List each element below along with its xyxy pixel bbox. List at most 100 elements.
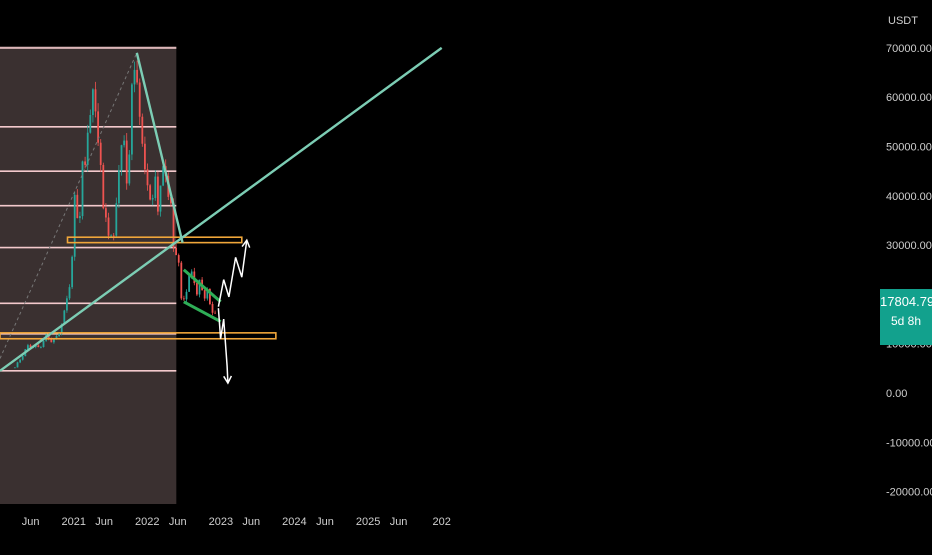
candle-body (151, 198, 154, 200)
y-tick-label: 0.00 (886, 388, 907, 400)
candle-body (183, 298, 185, 300)
candle-body (76, 194, 79, 219)
candle-body (144, 143, 146, 170)
candle-body (112, 235, 115, 237)
candle-body (55, 335, 58, 339)
y-tick-label: -10000.00 (886, 437, 932, 449)
last-price-value: 17804.79 (880, 294, 932, 309)
candle-body (94, 89, 97, 112)
candle-body (42, 340, 45, 347)
candle-body (14, 367, 16, 369)
channel-line (182, 268, 222, 303)
x-tick-label: Jun (316, 516, 334, 528)
candle-body (84, 161, 87, 165)
x-tick-label: 2021 (62, 516, 86, 528)
candle-body (136, 69, 139, 83)
trendline (135, 52, 184, 243)
y-tick-label: -20000.00 (886, 487, 932, 499)
candle-body (89, 115, 92, 133)
candle-body (190, 271, 193, 276)
candle-body (99, 142, 102, 165)
x-tick-label: 202 (433, 516, 451, 528)
last-price-badge: 17804.79 5d 8h (880, 289, 932, 345)
candle-body (58, 333, 61, 336)
x-tick-label: 2022 (135, 516, 159, 528)
candle-body (159, 185, 162, 212)
x-tick-label: 2023 (209, 516, 233, 528)
candle-body (154, 176, 157, 199)
candle-body (198, 279, 201, 295)
candle-body (97, 111, 100, 143)
candle-body (92, 89, 94, 116)
candle-body (138, 82, 141, 117)
candle-body (196, 283, 198, 295)
candle-body (188, 275, 191, 292)
candle-body (185, 291, 188, 300)
x-tick-label: Jun (242, 516, 260, 528)
candle-body (177, 255, 180, 263)
candle-body (172, 203, 175, 248)
candle-body (206, 289, 209, 299)
candle-body (60, 324, 63, 334)
support-zone (0, 332, 277, 340)
projection-arrowhead (223, 375, 233, 385)
candle-body (29, 345, 32, 348)
y-tick-label: 70000.00 (886, 43, 932, 55)
x-tick-label: Jun (22, 516, 40, 528)
candle-body (180, 262, 183, 299)
y-tick-label: 50000.00 (886, 142, 932, 154)
y-tick-label: 40000.00 (886, 191, 932, 203)
candle-body (175, 247, 178, 256)
dashed-guide (0, 52, 138, 359)
candle-body (107, 217, 110, 236)
bar-countdown: 5d 8h (890, 314, 922, 328)
candle-body (81, 161, 84, 217)
candle-body (50, 338, 53, 343)
candle-body (118, 170, 120, 204)
candle-body (110, 235, 113, 237)
candle-body (131, 84, 133, 155)
projection-arrowhead (241, 238, 251, 248)
candle-body (162, 166, 165, 186)
candle-body (27, 345, 29, 350)
candle-body (128, 154, 131, 184)
support-zone (66, 236, 243, 244)
trendline (0, 46, 443, 372)
projection-path (217, 308, 229, 384)
candle-body (123, 140, 126, 146)
candle-body (105, 208, 107, 218)
candle-body (133, 69, 136, 85)
candle-body (21, 356, 24, 360)
candle-body (102, 164, 105, 209)
channel-line (183, 300, 222, 323)
candle-body (211, 304, 214, 313)
candle-body (71, 256, 74, 288)
candle-body (157, 176, 159, 212)
candle-body (149, 185, 152, 200)
x-tick-label: Jun (95, 516, 113, 528)
candle-body (125, 140, 128, 184)
x-tick-label: 2025 (356, 516, 380, 528)
x-tick-label: 2024 (282, 516, 306, 528)
candle-body (120, 145, 123, 171)
candle-body (34, 345, 37, 348)
x-tick-label: Jun (169, 516, 187, 528)
candle-body (68, 287, 71, 299)
candle-body (19, 359, 22, 363)
y-tick-label: 30000.00 (886, 240, 932, 252)
currency-label: USDT (888, 15, 918, 27)
candle-body (40, 346, 42, 348)
candle-body (115, 203, 118, 236)
candle-body (141, 116, 144, 144)
candle-body (16, 362, 19, 368)
candle-body (209, 289, 211, 305)
candle-body (63, 310, 66, 325)
projection-path (217, 240, 248, 307)
candle-body (79, 216, 81, 219)
shaded-region (0, 46, 177, 504)
candle-body (86, 132, 89, 165)
x-tick-label: Jun (390, 516, 408, 528)
candle-body (214, 312, 217, 314)
